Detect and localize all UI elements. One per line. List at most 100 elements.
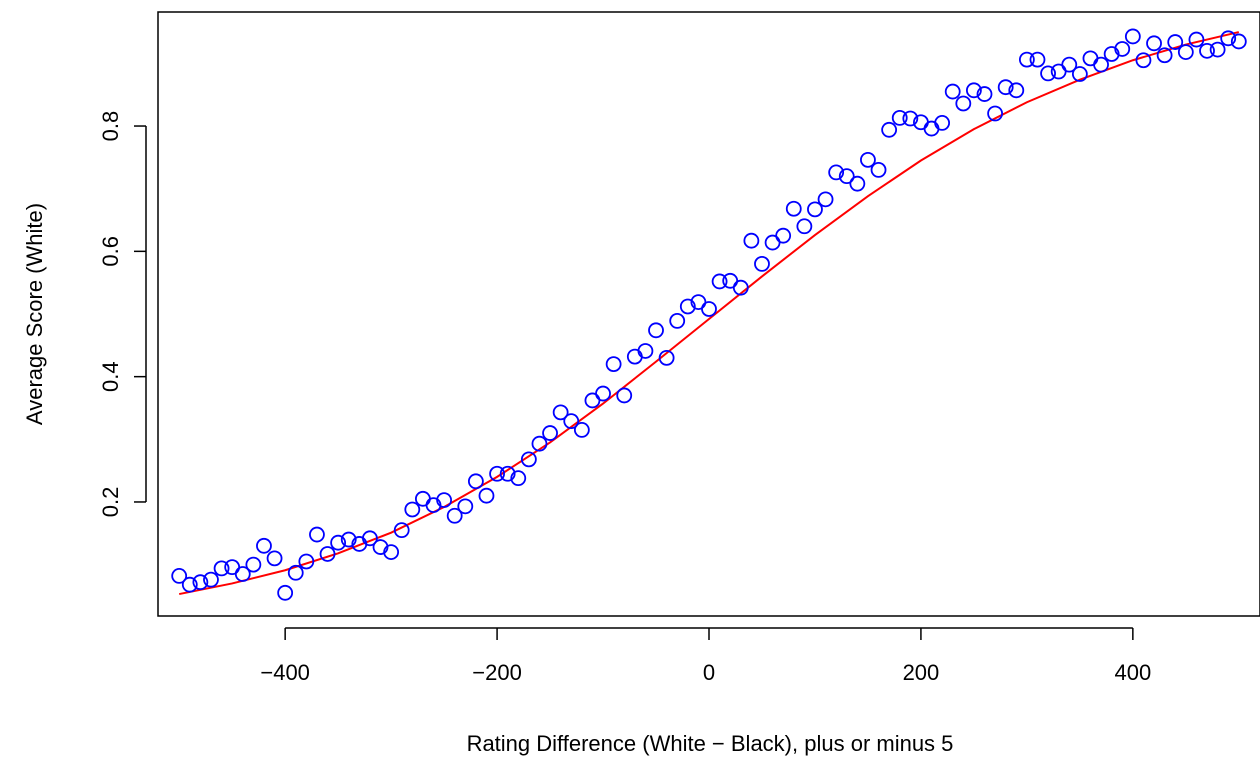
data-point (510, 470, 527, 487)
data-point (520, 451, 537, 468)
data-point (1209, 41, 1226, 58)
data-point (997, 79, 1014, 96)
data-point (266, 550, 283, 567)
x-tick-label: 200 (903, 660, 940, 685)
fitted-curve (178, 31, 1240, 596)
data-point (605, 356, 622, 373)
data-point (1050, 63, 1067, 80)
data-point (764, 234, 781, 251)
data-point (637, 343, 654, 359)
data-point (340, 531, 357, 548)
data-point (966, 82, 982, 99)
x-tick-label: −200 (472, 660, 522, 685)
data-point (669, 312, 686, 329)
data-point (446, 507, 463, 524)
data-point (1188, 31, 1205, 48)
y-tick-label: 0.8 (98, 111, 123, 142)
data-point (732, 279, 749, 296)
data-point (436, 492, 453, 508)
data-point (743, 232, 760, 249)
data-point (1230, 33, 1247, 50)
data-point (1093, 56, 1109, 73)
data-point (817, 191, 834, 208)
data-point (414, 490, 431, 507)
data-point (192, 574, 209, 591)
data-point (393, 522, 410, 539)
data-point (478, 487, 495, 504)
plot-frame (157, 11, 1260, 617)
data-point (679, 298, 696, 315)
data-point (467, 473, 484, 490)
data-point (658, 349, 675, 366)
y-tick-label: 0.4 (98, 361, 123, 392)
data-point (1156, 47, 1173, 64)
data-point (955, 95, 972, 112)
x-tick-label: 400 (1114, 660, 1151, 685)
data-point (330, 534, 347, 551)
data-point (1135, 52, 1152, 69)
data-point (1018, 51, 1035, 68)
data-point (171, 568, 188, 584)
data-point (181, 576, 198, 593)
data-point (849, 175, 866, 192)
data-point (1071, 66, 1088, 82)
data-point (457, 498, 474, 515)
data-point (934, 115, 951, 131)
data-point (277, 584, 294, 601)
data-point (542, 425, 558, 441)
data-point (531, 435, 548, 452)
data-point (584, 392, 601, 409)
data-point (923, 120, 940, 137)
y-tick-label: 0.2 (98, 487, 123, 518)
data-point (309, 526, 325, 543)
data-point (489, 465, 505, 482)
data-point (383, 544, 400, 560)
data-point (573, 422, 590, 438)
data-point (1199, 42, 1215, 59)
data-point (224, 559, 241, 576)
data-point (870, 161, 887, 178)
data-point (775, 227, 792, 244)
data-point (881, 121, 898, 138)
data-point (1040, 65, 1056, 82)
data-point (1167, 34, 1184, 50)
data-point (987, 105, 1003, 122)
data-point (1146, 35, 1162, 52)
data-point (711, 273, 728, 290)
data-point (319, 546, 336, 562)
data-point (499, 465, 516, 482)
data-point (626, 348, 643, 365)
data-point (860, 151, 876, 168)
data-point (891, 109, 908, 126)
x-tick-label: −400 (260, 660, 310, 685)
data-point (203, 571, 219, 588)
x-axis-label: Rating Difference (White − Black), plus … (467, 731, 954, 756)
data-point (785, 200, 802, 217)
data-point (287, 564, 304, 581)
data-point (234, 566, 251, 582)
data-point (701, 301, 717, 317)
data-point (1029, 51, 1046, 68)
data-point (213, 560, 230, 577)
data-point (1008, 82, 1025, 99)
data-point (1220, 30, 1237, 47)
data-point (616, 387, 633, 404)
y-tick-label: 0.6 (98, 236, 123, 267)
data-point (722, 272, 739, 289)
data-point (552, 404, 569, 421)
data-point (298, 553, 315, 570)
data-point (1061, 56, 1078, 73)
data-point (256, 537, 272, 554)
data-point (976, 86, 993, 102)
data-point (362, 530, 378, 547)
data-point (648, 322, 664, 339)
data-point (807, 201, 823, 218)
data-point (754, 255, 770, 272)
data-point (1082, 50, 1099, 67)
data-point (796, 218, 813, 235)
data-point (563, 413, 580, 430)
data-point (828, 164, 845, 181)
x-tick-label: 0 (703, 660, 715, 685)
data-point (902, 110, 919, 127)
